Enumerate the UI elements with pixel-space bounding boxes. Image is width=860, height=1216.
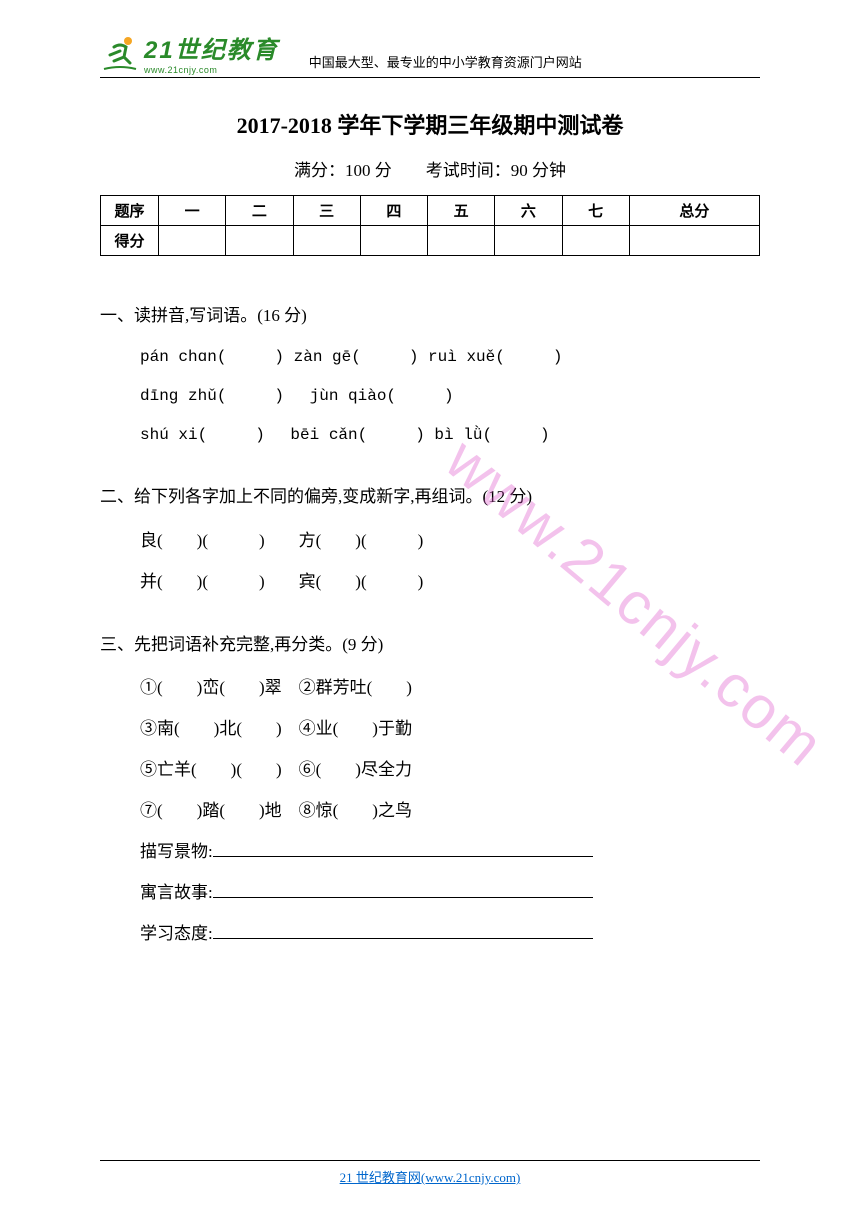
score-cell[interactable]	[293, 226, 360, 256]
section-1: 一、读拼音,写词语。(16 分) pán chɑn( ) zàn gē( ) r…	[100, 296, 760, 453]
question-line: 良( )( ) 方( )( )	[100, 521, 760, 560]
answer-line[interactable]	[213, 840, 593, 857]
blank-line: 寓言故事:	[100, 873, 760, 912]
score-cell[interactable]	[629, 226, 759, 256]
blank-label: 学习态度:	[140, 924, 213, 943]
section-head: 一、读拼音,写词语。(16 分)	[100, 296, 760, 335]
question-line: ⑦( )踏( )地 ⑧惊( )之鸟	[100, 791, 760, 830]
col-header: 三	[293, 196, 360, 226]
question-line: shú xi( ) bēi cǎn( ) bì lǜ( )	[100, 417, 760, 454]
page-header: 21世纪教育 www.21cnjy.com 中国最大型、最专业的中小学教育资源门…	[100, 30, 760, 78]
answer-line[interactable]	[213, 881, 593, 898]
footer-url[interactable]: (www.21cnjy.com)	[421, 1170, 520, 1185]
question-line: dīng zhǔ( ) jùn qiào( )	[100, 378, 760, 415]
blank-label: 描写景物:	[140, 842, 213, 861]
col-header: 总分	[629, 196, 759, 226]
section-3: 三、先把词语补充完整,再分类。(9 分) ①( )峦( )翠 ②群芳吐( ) ③…	[100, 625, 760, 954]
score-cell[interactable]	[428, 226, 495, 256]
section-head: 二、给下列各字加上不同的偏旁,变成新字,再组词。(12 分)	[100, 477, 760, 516]
question-line: pán chɑn( ) zàn gē( ) ruì xuě( )	[100, 339, 760, 376]
header-tagline: 中国最大型、最专业的中小学教育资源门户网站	[309, 52, 582, 75]
col-header: 四	[360, 196, 427, 226]
question-line: ⑤亡羊( )( ) ⑥( )尽全力	[100, 750, 760, 789]
site-logo: 21世纪教育 www.21cnjy.com	[100, 30, 279, 75]
col-header: 七	[562, 196, 629, 226]
runner-icon	[100, 33, 140, 73]
logo-url: www.21cnjy.com	[144, 65, 279, 75]
section-head: 三、先把词语补充完整,再分类。(9 分)	[100, 625, 760, 664]
page-footer: 21 世纪教育网(www.21cnjy.com)	[100, 1160, 760, 1186]
question-line: 并( )( ) 宾( )( )	[100, 562, 760, 601]
score-cell[interactable]	[159, 226, 226, 256]
section-2: 二、给下列各字加上不同的偏旁,变成新字,再组词。(12 分) 良( )( ) 方…	[100, 477, 760, 600]
row-label: 得分	[101, 226, 159, 256]
footer-prefix: 21 世纪教育网	[340, 1170, 421, 1185]
col-header: 六	[495, 196, 562, 226]
col-header: 二	[226, 196, 293, 226]
score-cell[interactable]	[495, 226, 562, 256]
score-cell[interactable]	[360, 226, 427, 256]
blank-label: 寓言故事:	[140, 883, 213, 902]
col-header: 五	[428, 196, 495, 226]
question-line: ①( )峦( )翠 ②群芳吐( )	[100, 668, 760, 707]
blank-line: 描写景物:	[100, 832, 760, 871]
logo-title: 21世纪教育	[144, 30, 279, 65]
question-line: ③南( )北( ) ④业( )于勤	[100, 709, 760, 748]
answer-line[interactable]	[213, 922, 593, 939]
blank-line: 学习态度:	[100, 914, 760, 953]
exam-subtitle: 满分：100 分 考试时间：90 分钟	[100, 156, 760, 181]
table-row: 得分	[101, 226, 760, 256]
row-label: 题序	[101, 196, 159, 226]
table-row: 题序 一 二 三 四 五 六 七 总分	[101, 196, 760, 226]
col-header: 一	[159, 196, 226, 226]
score-cell[interactable]	[226, 226, 293, 256]
exam-title: 2017-2018 学年下学期三年级期中测试卷	[100, 108, 760, 140]
score-table: 题序 一 二 三 四 五 六 七 总分 得分	[100, 195, 760, 256]
score-cell[interactable]	[562, 226, 629, 256]
